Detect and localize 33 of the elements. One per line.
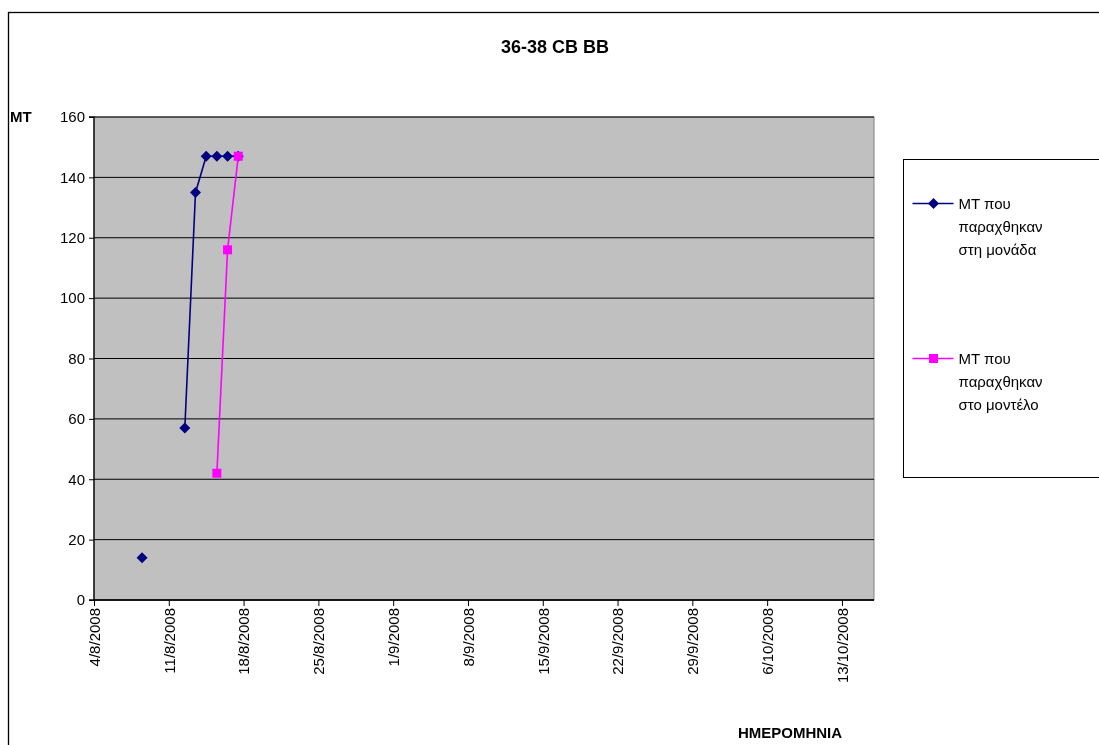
- x-tick-label: 29/9/2008: [684, 608, 702, 675]
- point: [222, 150, 234, 162]
- y-tick-label: 120: [59, 229, 85, 247]
- x-tick-label: 11/8/2008: [160, 608, 178, 674]
- legend-label: ΜΤ που παραχθηκαν στο μοντέλο: [958, 349, 1043, 413]
- x-axis-title: ΗΜΕΡΟΜΗΝΙΑ: [737, 724, 843, 741]
- point: [223, 245, 233, 255]
- point: [211, 150, 223, 162]
- legend-label: ΜΤ που παραχθηκαν στη μονάδα: [958, 194, 1043, 258]
- y-axis-title: ΜΤ: [10, 108, 32, 125]
- y-tick-label: 100: [59, 289, 85, 307]
- x-tick-label: 8/9/2008: [459, 608, 477, 667]
- x-tick-label: 18/8/2008: [235, 608, 253, 675]
- y-tick-label: 0: [76, 591, 85, 609]
- y-tick-label: 160: [59, 108, 85, 126]
- x-tick-label: 22/9/2008: [609, 608, 627, 675]
- point: [179, 422, 191, 434]
- x-tick-label: 25/8/2008: [310, 608, 328, 675]
- x-tick-label: 15/9/2008: [534, 608, 552, 675]
- x-tick-label: 13/10/2008: [833, 608, 851, 684]
- point: [200, 150, 212, 162]
- point: [212, 468, 222, 478]
- y-tick-label: 60: [68, 410, 85, 428]
- point: [136, 552, 148, 564]
- y-tick-label: 40: [68, 470, 85, 488]
- chart-title: 36-38 CB BB: [500, 37, 610, 57]
- x-tick-label: 1/9/2008: [384, 608, 402, 667]
- y-tick-label: 20: [68, 530, 85, 548]
- y-tick-label: 80: [68, 349, 85, 367]
- y-tick-label: 140: [59, 168, 85, 186]
- x-tick-label: 6/10/2008: [758, 608, 776, 675]
- point: [190, 186, 202, 198]
- x-tick-label: 4/8/2008: [85, 608, 103, 667]
